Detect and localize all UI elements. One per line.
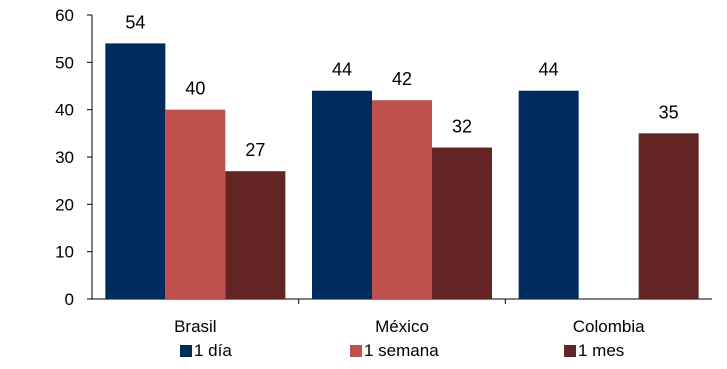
data-label: 44: [332, 60, 352, 80]
category-label: Colombia: [573, 317, 645, 336]
y-axis: 0 10 20 30 40 50 60: [55, 6, 93, 309]
data-label: 32: [452, 117, 472, 137]
legend-label: 1 día: [194, 341, 232, 360]
bar: [432, 147, 492, 299]
bar: [165, 109, 226, 300]
y-tick-label: 0: [65, 290, 74, 309]
category-label: Brasil: [174, 317, 217, 336]
y-tick-label: 40: [55, 101, 74, 120]
data-label: 27: [245, 140, 265, 160]
bar: [638, 133, 699, 299]
bar: [518, 90, 579, 299]
data-label: 35: [659, 102, 679, 122]
data-label: 40: [185, 79, 205, 99]
bar: [312, 90, 372, 299]
x-axis: Brasil México Colombia: [92, 298, 712, 336]
y-tick-label: 20: [55, 195, 74, 214]
data-labels: 54 40 27 44 42 32 44 35: [125, 12, 678, 160]
bar: [105, 43, 166, 300]
legend-label: 1 semana: [364, 341, 439, 360]
bars: [105, 43, 699, 300]
legend-swatch: [180, 345, 192, 357]
legend-label: 1 mes: [578, 341, 624, 360]
y-tick-label: 10: [55, 243, 74, 262]
data-label: 44: [539, 60, 559, 80]
y-tick-label: 60: [55, 6, 74, 25]
data-label: 54: [125, 12, 145, 32]
y-tick-label: 30: [55, 148, 74, 167]
legend-swatch: [564, 345, 576, 357]
legend: 1 día 1 semana 1 mes: [180, 341, 624, 360]
bar: [372, 100, 432, 299]
category-label: México: [375, 317, 429, 336]
data-label: 42: [392, 69, 412, 89]
bar: [225, 171, 286, 299]
y-tick-label: 50: [55, 53, 74, 72]
legend-swatch: [350, 345, 362, 357]
